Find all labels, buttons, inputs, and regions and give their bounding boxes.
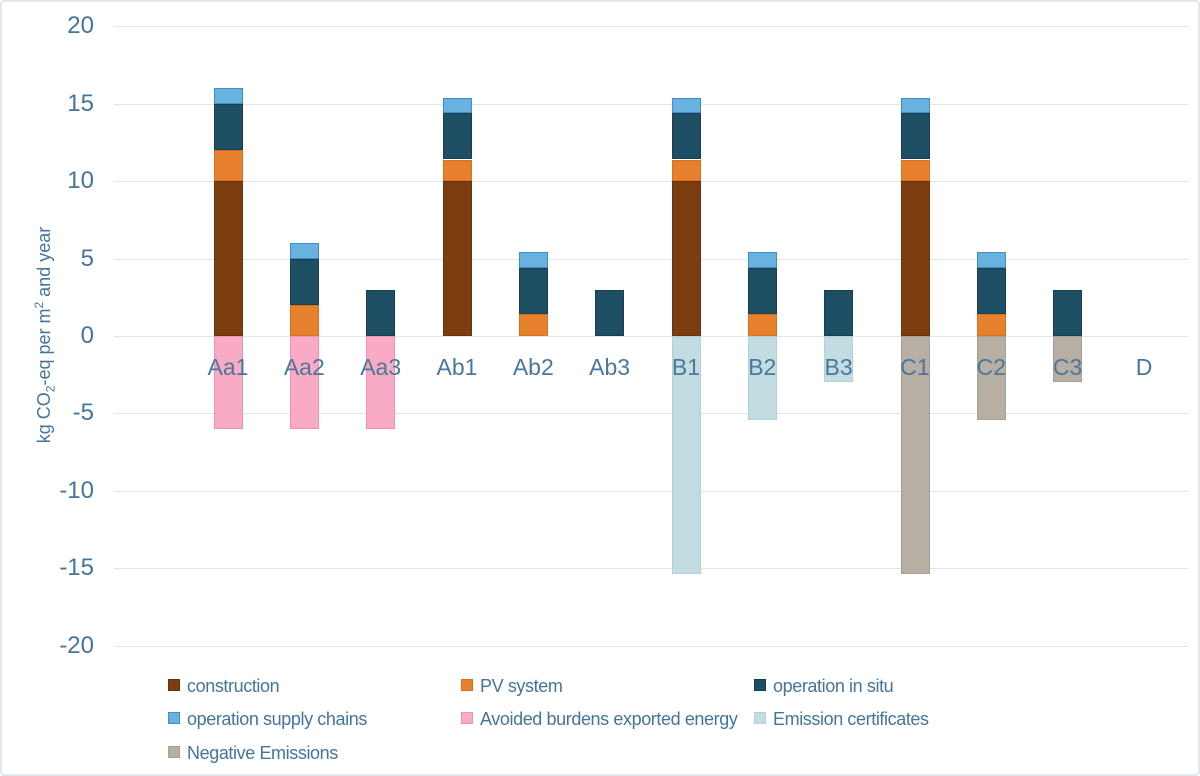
y-tick-label--5: -5 (72, 399, 94, 427)
y-tick-label-0: 0 (80, 322, 94, 349)
y-tick-label--10: -10 (59, 476, 94, 504)
legend-item-operation-in-situ: operation in situ (754, 674, 894, 698)
bar-segment-c3-negative-emissions (1053, 336, 1083, 383)
legend-item-pv-system: PV system (461, 674, 563, 698)
bar-segment-aa3-operation-in-situ (366, 289, 396, 336)
category-label-aa1: Aa1 (207, 354, 249, 380)
legend-item-negative-emissions: Negative Emissions (168, 741, 338, 765)
bar-segment-c2-operation-supply-chains (976, 252, 1006, 268)
category-label-c2: C2 (976, 354, 1006, 380)
bar-segment-ab1-operation-in-situ (442, 113, 472, 160)
bar-segment-b2-operation-supply-chains (747, 252, 777, 268)
bar-segment-b2-pv-system (747, 314, 777, 336)
legend-swatch-construction (168, 679, 180, 691)
bar-segment-aa2-pv-system (289, 305, 319, 336)
legend-label-negative-emissions: Negative Emissions (187, 743, 338, 763)
gridline--20 (114, 645, 1188, 647)
bar-segment-aa3-avoided-burdens-exported-energy (366, 336, 396, 429)
category-label-aa2: Aa2 (283, 354, 325, 380)
bar-segment-c1-pv-system (900, 159, 930, 182)
category-label-c1: C1 (900, 354, 930, 380)
legend-label-operation-supply-chains: operation supply chains (187, 709, 367, 729)
legend-item-emission-certificates: Emission certificates (754, 707, 929, 731)
category-label-d: D (1135, 354, 1153, 380)
bar-segment-ab2-operation-supply-chains (518, 252, 548, 268)
category-label-c3: C3 (1052, 354, 1083, 380)
legend-label-construction: construction (187, 676, 280, 696)
bar-segment-aa1-avoided-burdens-exported-energy (213, 336, 243, 429)
bar-segment-c1-construction (900, 181, 930, 336)
bar-segment-c2-operation-in-situ (976, 267, 1006, 315)
legend-swatch-negative-emissions (168, 746, 180, 758)
gridline--5 (114, 413, 1188, 415)
bar-segment-ab2-pv-system (518, 314, 548, 336)
legend-label-pv-system: PV system (480, 676, 563, 696)
legend-label-emission-certificates: Emission certificates (773, 709, 929, 729)
category-label-b1: B1 (671, 354, 701, 380)
gridline-10 (114, 181, 1188, 183)
bar-segment-b1-pv-system (671, 159, 701, 182)
legend-swatch-operation-supply-chains (168, 712, 180, 724)
legend-label-operation-in-situ: operation in situ (773, 676, 894, 696)
legend-swatch-avoided-burdens-exported-energy (461, 712, 473, 724)
bar-segment-b2-operation-in-situ (747, 267, 777, 315)
bar-segment-c1-negative-emissions (900, 336, 930, 575)
category-label-aa3: Aa3 (360, 354, 402, 380)
category-label-ab2: Ab2 (512, 354, 554, 380)
category-label-b3: B3 (824, 354, 853, 380)
category-label-ab1: Ab1 (436, 354, 478, 380)
y-tick-label-15: 15 (67, 89, 94, 117)
gridline-0 (114, 336, 1188, 337)
bar-segment-b1-construction (671, 181, 701, 336)
bar-segment-aa2-operation-supply-chains (289, 243, 319, 259)
bar-segment-aa1-operation-supply-chains (213, 88, 243, 104)
y-tick-label--15: -15 (59, 554, 94, 582)
bar-segment-b1-operation-in-situ (671, 113, 701, 160)
bar-segment-ab1-operation-supply-chains (442, 97, 472, 114)
y-tick-label-5: 5 (80, 244, 94, 272)
bar-segment-ab1-construction (442, 181, 472, 336)
bar-segment-c2-pv-system (976, 314, 1006, 336)
legend-item-construction: construction (168, 674, 280, 698)
category-label-ab3: Ab3 (589, 354, 631, 380)
bar-segment-aa2-operation-in-situ (289, 258, 319, 305)
y-tick-label--20: -20 (59, 631, 94, 659)
bar-segment-ab2-operation-in-situ (518, 267, 548, 315)
bar-segment-c1-operation-in-situ (900, 113, 930, 160)
legend-item-avoided-burdens-exported-energy: Avoided burdens exported energy (461, 707, 738, 731)
bar-segment-aa1-pv-system (213, 150, 243, 182)
y-tick-label-20: 20 (67, 12, 94, 40)
bar-segment-b2-emission-certificates (747, 336, 777, 420)
bar-segment-b3-operation-in-situ (824, 289, 854, 336)
bar-segment-b1-emission-certificates (671, 336, 701, 575)
legend-label-avoided-burdens-exported-energy: Avoided burdens exported energy (480, 709, 738, 729)
bar-segment-ab1-pv-system (442, 159, 472, 182)
y-tick-label-10: 10 (67, 167, 94, 195)
gridline--10 (114, 490, 1188, 492)
category-label-b2: B2 (748, 354, 777, 380)
gridline-15 (114, 103, 1188, 105)
legend-swatch-pv-system (461, 679, 473, 691)
gridline-5 (114, 258, 1188, 260)
legend-item-operation-supply-chains: operation supply chains (168, 707, 367, 731)
bar-segment-b3-emission-certificates (824, 336, 854, 383)
bar-segment-aa1-construction (213, 181, 243, 336)
bar-segment-aa1-operation-in-situ (213, 103, 243, 151)
gridline-20 (114, 26, 1188, 28)
bar-segment-c1-operation-supply-chains (900, 97, 930, 114)
legend-swatch-operation-in-situ (754, 679, 766, 691)
bar-segment-ab3-operation-in-situ (595, 289, 625, 336)
legend-swatch-emission-certificates (754, 712, 766, 724)
bar-segment-c2-negative-emissions (976, 336, 1006, 420)
bar-segment-aa2-avoided-burdens-exported-energy (289, 336, 319, 429)
bar-segment-b1-operation-supply-chains (671, 97, 701, 114)
bar-segment-c3-operation-in-situ (1053, 289, 1083, 336)
gridline--15 (114, 568, 1188, 570)
